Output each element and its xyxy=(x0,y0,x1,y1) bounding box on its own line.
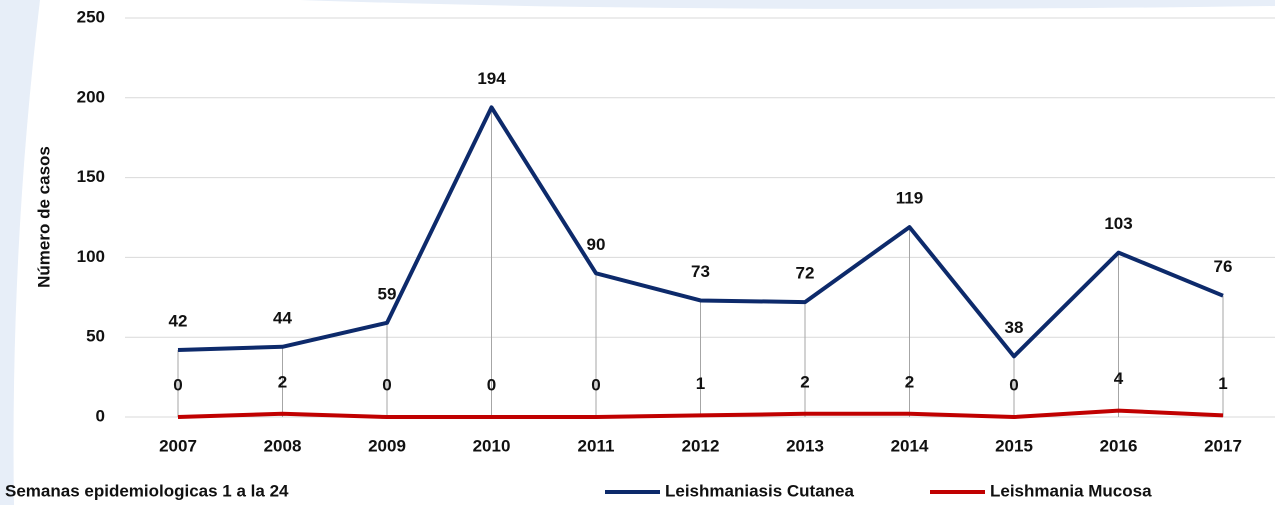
background-decoration xyxy=(0,0,40,505)
y-axis-label: Número de casos xyxy=(34,146,53,288)
y-tick-label: 50 xyxy=(86,327,105,346)
y-tick-label: 150 xyxy=(77,167,105,186)
data-label: 73 xyxy=(691,262,710,281)
data-label: 0 xyxy=(591,375,600,394)
x-tick-label: 2013 xyxy=(786,436,824,455)
legend-label: Leishmania Mucosa xyxy=(990,481,1152,500)
background-decoration xyxy=(300,0,1275,9)
data-label: 1 xyxy=(696,374,705,393)
x-tick-label: 2017 xyxy=(1204,436,1242,455)
x-tick-label: 2015 xyxy=(995,436,1033,455)
x-tick-label: 2012 xyxy=(682,436,720,455)
series-line xyxy=(177,408,1224,419)
data-label: 103 xyxy=(1104,214,1132,233)
data-label: 0 xyxy=(382,375,391,394)
data-label: 1 xyxy=(1218,374,1227,393)
data-label: 2 xyxy=(905,372,914,391)
data-label: 42 xyxy=(169,311,188,330)
y-tick-label: 250 xyxy=(77,7,105,26)
data-label: 44 xyxy=(273,308,292,327)
data-label: 0 xyxy=(1009,375,1018,394)
footnote: Semanas epidemiologicas 1 a la 24 xyxy=(5,481,289,500)
data-label: 72 xyxy=(796,264,815,283)
x-tick-label: 2016 xyxy=(1100,436,1138,455)
y-tick-label: 200 xyxy=(77,87,105,106)
x-tick-label: 2011 xyxy=(578,436,615,455)
legend-label: Leishmaniasis Cutanea xyxy=(665,481,855,500)
x-tick-label: 2008 xyxy=(264,436,302,455)
data-label: 38 xyxy=(1005,318,1024,337)
data-label: 2 xyxy=(278,372,287,391)
data-label: 76 xyxy=(1214,257,1233,276)
x-tick-label: 2014 xyxy=(891,436,929,455)
data-label: 90 xyxy=(587,235,606,254)
data-label: 194 xyxy=(477,69,506,88)
series-line xyxy=(177,105,1224,359)
data-label: 2 xyxy=(800,372,809,391)
data-label: 119 xyxy=(896,189,923,208)
y-tick-label: 0 xyxy=(96,406,105,425)
x-tick-label: 2010 xyxy=(473,436,511,455)
data-label: 59 xyxy=(378,284,397,303)
data-label: 4 xyxy=(1114,369,1124,388)
data-label: 0 xyxy=(487,375,496,394)
data-label: 0 xyxy=(173,375,182,394)
x-tick-label: 2007 xyxy=(159,436,197,455)
x-tick-label: 2009 xyxy=(368,436,406,455)
y-tick-label: 100 xyxy=(77,247,105,266)
